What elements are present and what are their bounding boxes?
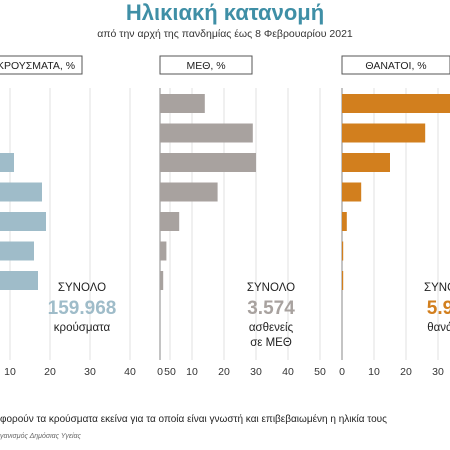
- bar: [0, 212, 46, 231]
- tick-label: 20: [400, 366, 412, 378]
- chart-subtitle: από την αρχή της πανδημίας έως 8 Φεβρουα…: [97, 28, 353, 40]
- tick-label: 50: [314, 366, 326, 378]
- bar: [160, 153, 256, 172]
- chart-panel: ΘΑΝΑΤΟΙ, % 0 10 20 30 ΣΥΝΟ 5.9 θανά: [339, 55, 450, 378]
- total-label: ΣΥΝΟ: [424, 282, 450, 294]
- tick-label: 10: [368, 366, 380, 378]
- tick-label: 10: [4, 366, 16, 378]
- total-unit: θανά: [427, 322, 450, 334]
- chart-panel: ΚΡΟΥΣΜΑΤΑ, % 10 20 30 40 50 ΣΥΝΟΛΟ 159.968 κρούσ…: [0, 55, 176, 378]
- total-value: 3.574: [247, 298, 295, 319]
- tick-label: 30: [250, 366, 262, 378]
- panel-header-title: ΜΕΘ, %: [186, 60, 225, 72]
- bar: [0, 153, 14, 172]
- bar: [342, 271, 344, 290]
- tick-label: 30: [84, 366, 96, 378]
- tick-label: 50: [164, 366, 176, 378]
- panel-header-box: [159, 55, 253, 75]
- tick-label: 40: [124, 366, 136, 378]
- total-unit: σε ΜΕΘ: [250, 337, 292, 349]
- bar: [342, 212, 347, 231]
- bar: [342, 153, 390, 172]
- total-value: 5.9: [427, 298, 450, 319]
- bar: [0, 271, 38, 290]
- footnote: φορούν τα κρούσματα εκείνα για τα οποία …: [0, 414, 387, 425]
- tick-label: 20: [218, 366, 230, 378]
- tick-label: 0: [157, 366, 163, 378]
- bar: [160, 241, 167, 261]
- panel-header-box: [341, 55, 450, 75]
- tick-label: 40: [282, 366, 294, 378]
- source-note: γανισμός Δημόσιας Υγείας: [0, 433, 81, 440]
- total-unit: κρούσματα: [54, 322, 111, 334]
- tick-label: 0: [339, 366, 345, 378]
- tick-label: 30: [432, 366, 444, 378]
- total-label: ΣΥΝΟΛΟ: [58, 282, 106, 294]
- bar: [160, 123, 253, 143]
- chart-panel: ΜΕΘ, % 0 10 20 30 40 50 ΣΥΝΟΛΟ 3.574 ασθενείς σε Μ…: [157, 55, 326, 378]
- total-unit: ασθενείς: [249, 322, 294, 334]
- bar: [342, 182, 362, 202]
- total-label: ΣΥΝΟΛΟ: [247, 282, 295, 294]
- bar: [160, 182, 218, 202]
- bar: [160, 212, 180, 231]
- bar: [160, 94, 205, 113]
- bar: [0, 182, 42, 202]
- bar: [0, 241, 34, 261]
- panel-header-title: ΚΡΟΥΣΜΑΤΑ, %: [0, 60, 75, 72]
- bar: [342, 123, 426, 143]
- tick-label: 10: [186, 366, 198, 378]
- bar: [160, 271, 164, 290]
- tick-label: 20: [44, 366, 56, 378]
- panel-header-title: ΘΑΝΑΤΟΙ, %: [365, 60, 426, 72]
- chart-title: Ηλικιακή κατανομή: [125, 0, 325, 25]
- bar: [342, 94, 450, 113]
- total-value: 159.968: [48, 298, 117, 319]
- bar: [342, 241, 344, 261]
- panel-header-box: [0, 55, 83, 75]
